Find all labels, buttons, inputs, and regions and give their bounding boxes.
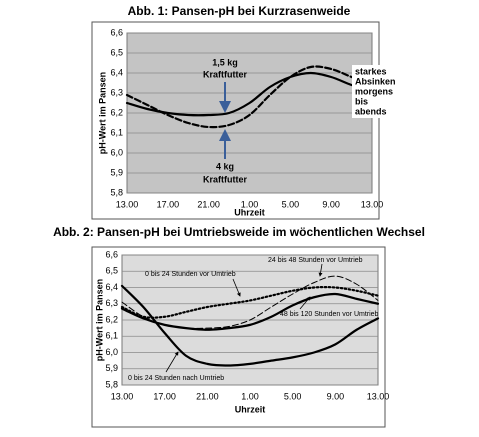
annotation: Kraftfutter (203, 174, 247, 184)
y-tick-label: 6,2 (105, 314, 118, 324)
annotation: abends (355, 106, 387, 116)
annotation: starkes (355, 66, 387, 76)
arrow (232, 278, 241, 297)
y-tick-label: 5,8 (110, 187, 123, 197)
y-tick-label: 6,3 (105, 298, 118, 308)
y-tick-label: 6,4 (110, 67, 123, 77)
x-tick-label: 1.00 (241, 199, 259, 209)
arrow (299, 296, 311, 310)
y-tick-label: 6,5 (105, 266, 118, 276)
y-tick-label: 5,8 (105, 379, 118, 389)
x-tick-label: 5.00 (282, 199, 300, 209)
series-line (125, 71, 374, 117)
arrow (318, 263, 323, 277)
series-line (120, 285, 380, 319)
x-tick-label: 1.00 (241, 391, 259, 401)
x-tick-label: 21.00 (196, 391, 219, 401)
x-axis-label: Uhrzeit (234, 207, 265, 217)
annotation: Kraftfutter (203, 69, 247, 79)
chart-title: Abb. 1: Pansen-pH bei Kurzrasenweide (128, 4, 351, 18)
y-tick-label: 6,1 (110, 127, 123, 137)
x-tick-label: 13.00 (116, 199, 139, 209)
x-tick-label: 13.00 (361, 199, 384, 209)
y-tick-label: 6,4 (105, 282, 118, 292)
annotation: 4 kg (216, 161, 234, 171)
x-tick-label: 13.00 (367, 391, 390, 401)
y-tick-label: 6,6 (110, 27, 123, 37)
y-tick-label: 6,0 (110, 147, 123, 157)
chart-title: Abb. 2: Pansen-pH bei Umtriebsweide im w… (53, 225, 425, 239)
arrow (165, 351, 179, 373)
y-tick-label: 6,0 (105, 347, 118, 357)
y-axis-label: pH-Wert im Pansen (94, 279, 104, 361)
annotation: bis (355, 96, 368, 106)
annotation: Absinken (355, 76, 396, 86)
y-tick-label: 6,5 (110, 47, 123, 57)
series-label: 0 bis 24 Stunden vor Umtrieb (145, 271, 236, 278)
y-tick-label: 6,1 (105, 331, 118, 341)
x-axis-label: Uhrzeit (235, 404, 266, 414)
series-line (120, 292, 380, 331)
x-tick-label: 5.00 (284, 391, 302, 401)
y-tick-label: 5,9 (105, 363, 118, 373)
y-tick-label: 5,9 (110, 167, 123, 177)
annotation: 1,5 kg (212, 57, 238, 67)
note-box (352, 65, 392, 118)
x-tick-label: 17.00 (157, 199, 180, 209)
x-tick-label: 17.00 (153, 391, 176, 401)
series-label: 0 bis 24 Stunden nach Umtrieb (128, 375, 224, 382)
y-tick-label: 6,6 (105, 249, 118, 259)
y-tick-label: 6,2 (110, 107, 123, 117)
series-line (120, 284, 380, 367)
x-tick-label: 9.00 (322, 199, 340, 209)
x-tick-label: 9.00 (327, 391, 345, 401)
x-tick-label: 13.00 (111, 391, 134, 401)
series-label: 24 bis 48 Stunden vor Umtrieb (268, 257, 363, 264)
y-axis-label: pH-Wert im Pansen (97, 72, 107, 154)
series-line (125, 65, 374, 129)
annotation: morgens (355, 86, 393, 96)
y-tick-label: 6,3 (110, 87, 123, 97)
x-tick-label: 21.00 (197, 199, 220, 209)
series-label: 48 bis 120 Stunden vor Umtrieb (280, 311, 379, 318)
